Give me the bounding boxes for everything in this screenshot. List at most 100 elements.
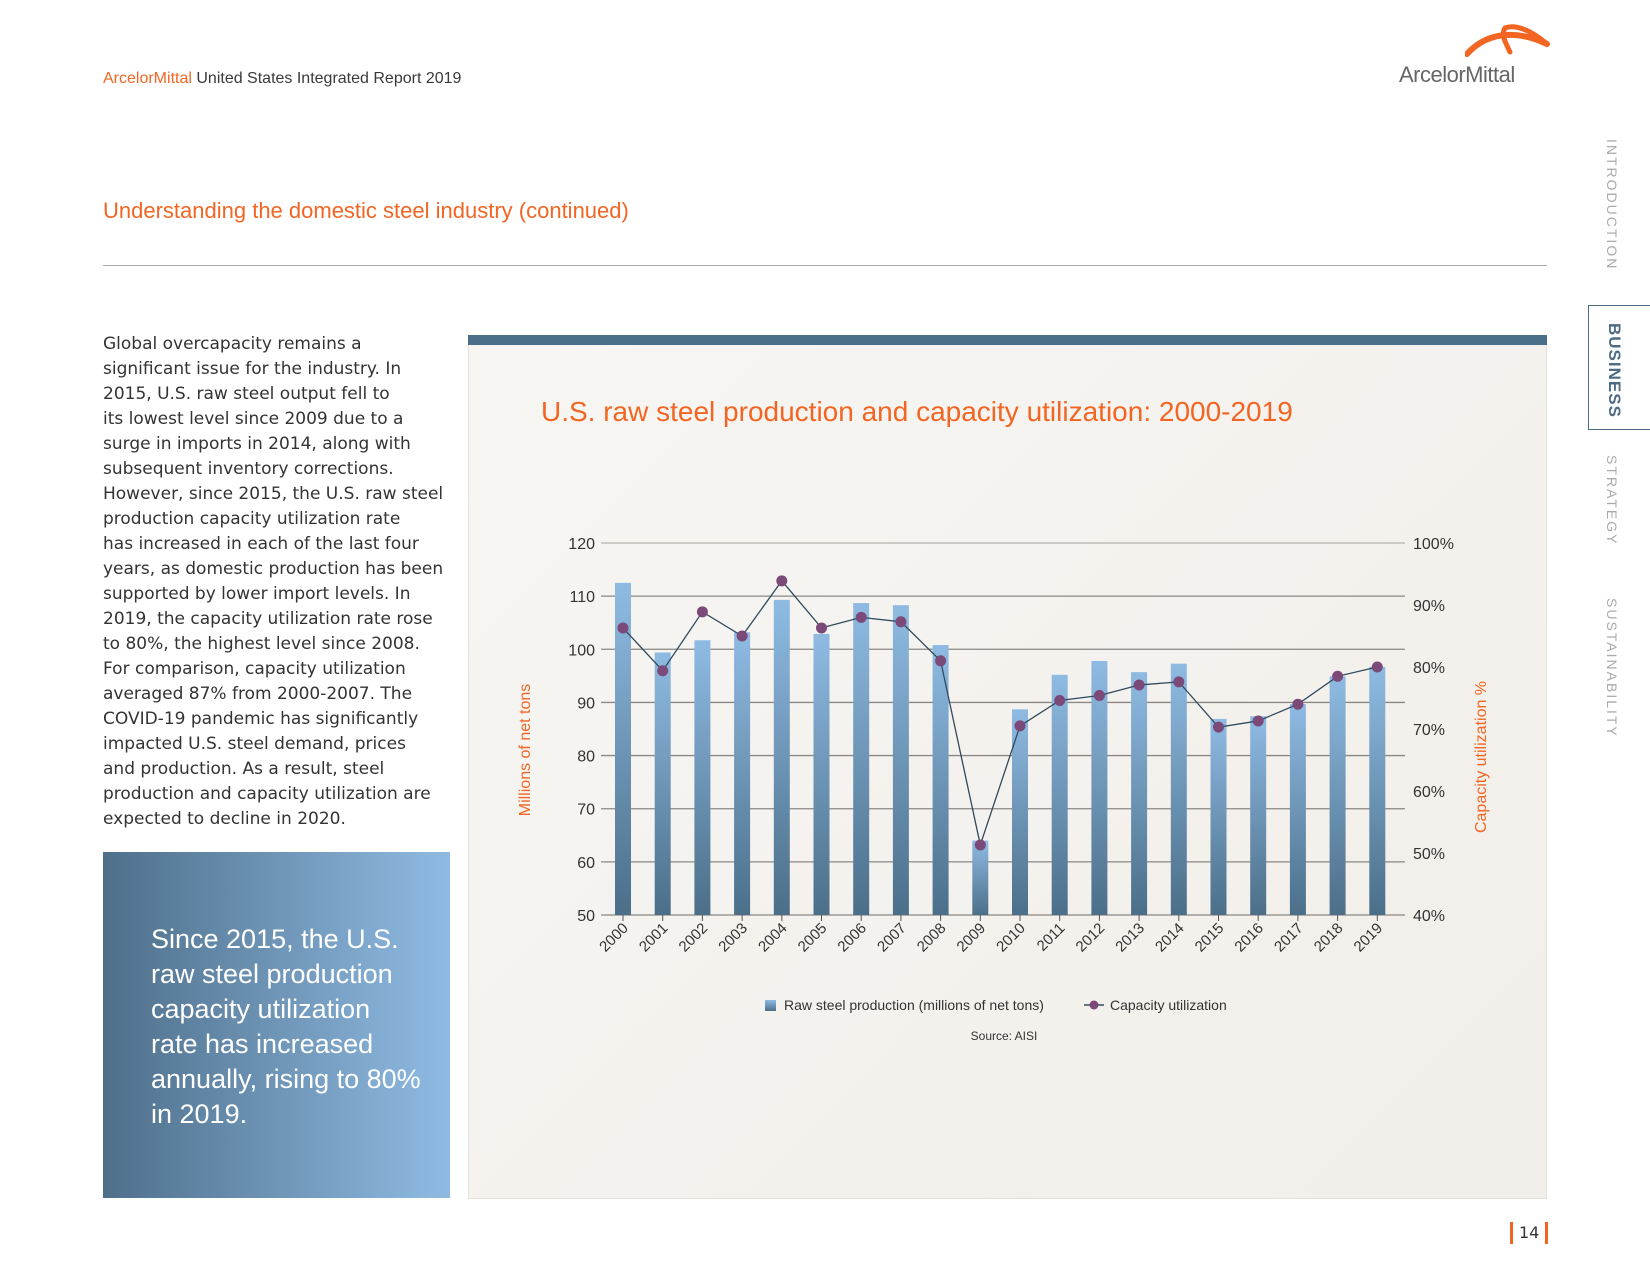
arcelormittal-swoosh-icon bbox=[1465, 24, 1550, 57]
x-tick-label: 2007 bbox=[874, 920, 910, 956]
bar-2011 bbox=[1051, 674, 1068, 915]
y-tick-label-right: 100% bbox=[1413, 536, 1454, 553]
bar-2006 bbox=[853, 603, 870, 915]
y-tick-label-left: 100 bbox=[568, 642, 595, 659]
side-nav-active-indicator bbox=[1588, 305, 1650, 430]
capacity-point-2010 bbox=[1014, 720, 1026, 732]
side-nav-business[interactable]: BUSINESS bbox=[1605, 323, 1624, 418]
side-nav-introduction[interactable]: INTRODUCTION bbox=[1604, 139, 1620, 271]
capacity-point-2001 bbox=[657, 665, 669, 677]
bar-2019 bbox=[1369, 666, 1386, 915]
x-tick-label: 2011 bbox=[1034, 920, 1069, 955]
bar-2008 bbox=[932, 645, 949, 915]
capacity-point-2015 bbox=[1213, 721, 1224, 733]
y-tick-label-right: 50% bbox=[1413, 846, 1445, 863]
legend-bar-swatch bbox=[765, 1000, 776, 1011]
x-tick-label: 2013 bbox=[1112, 920, 1148, 956]
capacity-point-2004 bbox=[776, 575, 788, 587]
x-tick-label: 2002 bbox=[676, 920, 712, 956]
bar-2007 bbox=[892, 605, 909, 915]
capacity-point-2019 bbox=[1371, 661, 1383, 673]
section-divider bbox=[103, 265, 1547, 266]
logo-text: ArcelorMittal bbox=[1399, 62, 1515, 87]
bar-2002 bbox=[694, 640, 711, 915]
capacity-point-2016 bbox=[1252, 715, 1264, 727]
y-tick-label-left: 90 bbox=[577, 695, 595, 712]
bar-2004 bbox=[773, 599, 790, 915]
legend-bar-label: Raw steel production (millions of net to… bbox=[784, 997, 1044, 1013]
capacity-point-2006 bbox=[855, 611, 867, 623]
y-tick-label-right: 90% bbox=[1413, 598, 1445, 615]
report-header: ArcelorMittal United States Integrated R… bbox=[103, 70, 461, 88]
body-text: Global overcapacity remains a significan… bbox=[103, 332, 453, 832]
bar-2005 bbox=[813, 633, 830, 915]
x-tick-label: 2010 bbox=[993, 920, 1029, 956]
chart-source: Source: AISI bbox=[971, 1029, 1038, 1043]
y-tick-label-right: 80% bbox=[1413, 660, 1445, 677]
header-brand: ArcelorMittal bbox=[103, 70, 192, 87]
capacity-point-2014 bbox=[1173, 676, 1185, 688]
legend: Raw steel production (millions of net to… bbox=[765, 997, 1227, 1013]
y-tick-label-right: 70% bbox=[1413, 722, 1445, 739]
capacity-point-2018 bbox=[1332, 670, 1344, 682]
header-report-title: United States Integrated Report 2019 bbox=[196, 70, 462, 87]
bar-2000 bbox=[615, 582, 631, 915]
side-nav: INTRODUCTION BUSINESS STRATEGY SUSTAINAB… bbox=[1588, 125, 1650, 745]
body-paragraph: Global overcapacity remains a significan… bbox=[103, 334, 444, 829]
x-tick-label: 2000 bbox=[596, 920, 632, 956]
callout-text: Since 2015, the U.S. raw steel productio… bbox=[151, 924, 421, 1129]
bar-2017 bbox=[1289, 704, 1306, 915]
capacity-point-2000 bbox=[617, 622, 629, 634]
bar-2003 bbox=[734, 632, 751, 915]
bar-2016 bbox=[1250, 716, 1267, 915]
x-tick-label: 2005 bbox=[795, 920, 831, 956]
x-tick-label: 2003 bbox=[715, 920, 751, 956]
y-tick-label-right: 40% bbox=[1413, 908, 1445, 925]
chart-header-bar bbox=[468, 335, 1547, 345]
y-tick-label-left: 60 bbox=[577, 855, 595, 872]
side-nav-strategy[interactable]: STRATEGY bbox=[1604, 455, 1620, 546]
x-tick-label: 2004 bbox=[755, 920, 791, 956]
capacity-point-2009 bbox=[974, 839, 986, 851]
chart: 50 60 70 80 90 100 110 120 40% 50% 60% 70% 80% 90% 100… bbox=[517, 536, 1490, 1043]
x-tick-label: 2006 bbox=[834, 920, 870, 956]
bar-2018 bbox=[1329, 676, 1346, 915]
x-tick-label: 2018 bbox=[1311, 920, 1347, 956]
bar-2009 bbox=[972, 840, 989, 915]
x-tick-label: 2017 bbox=[1271, 920, 1307, 956]
bar-2013 bbox=[1131, 672, 1148, 915]
x-tick-label: 2015 bbox=[1192, 920, 1228, 956]
x-tick-label: 2001 bbox=[636, 920, 672, 956]
capacity-point-2012 bbox=[1093, 690, 1105, 702]
capacity-point-2013 bbox=[1133, 679, 1145, 691]
capacity-point-2003 bbox=[736, 630, 748, 642]
x-tick-label: 2014 bbox=[1152, 920, 1188, 956]
legend-line-label: Capacity utilization bbox=[1110, 997, 1227, 1013]
y-axis-label-right: Capacity utilization % bbox=[1473, 681, 1490, 833]
section-title: Understanding the domestic steel industr… bbox=[103, 198, 629, 223]
callout-box: Since 2015, the U.S. raw steel productio… bbox=[103, 852, 450, 1198]
capacity-line bbox=[622, 579, 1378, 848]
capacity-point-2017 bbox=[1292, 698, 1304, 710]
page-number: 14 bbox=[1510, 1222, 1549, 1244]
bar-2012 bbox=[1091, 660, 1108, 915]
chart-title: U.S. raw steel production and capacity u… bbox=[541, 396, 1293, 427]
bar-2014 bbox=[1170, 663, 1187, 915]
x-tick-label: 2008 bbox=[914, 920, 950, 956]
capacity-point-2011 bbox=[1054, 694, 1066, 706]
y-tick-label-left: 80 bbox=[577, 749, 595, 766]
company-logo: ArcelorMittal bbox=[1395, 20, 1555, 90]
side-nav-sustainability[interactable]: SUSTAINABILITY bbox=[1604, 598, 1620, 738]
x-tick-label: 2019 bbox=[1351, 920, 1387, 956]
capacity-point-2002 bbox=[696, 606, 708, 618]
capacity-point-2007 bbox=[895, 616, 907, 628]
bar-2015 bbox=[1210, 718, 1227, 915]
y-tick-label-right: 60% bbox=[1413, 784, 1445, 801]
x-tick-label: 2009 bbox=[954, 920, 990, 956]
y-axis-label-left: Millions of net tons bbox=[517, 684, 534, 817]
y-tick-label-left: 50 bbox=[577, 908, 595, 925]
x-tick-label: 2012 bbox=[1073, 920, 1109, 956]
legend-line-marker bbox=[1089, 1000, 1099, 1010]
y-tick-label-left: 70 bbox=[577, 802, 595, 819]
capacity-point-2008 bbox=[935, 655, 947, 667]
